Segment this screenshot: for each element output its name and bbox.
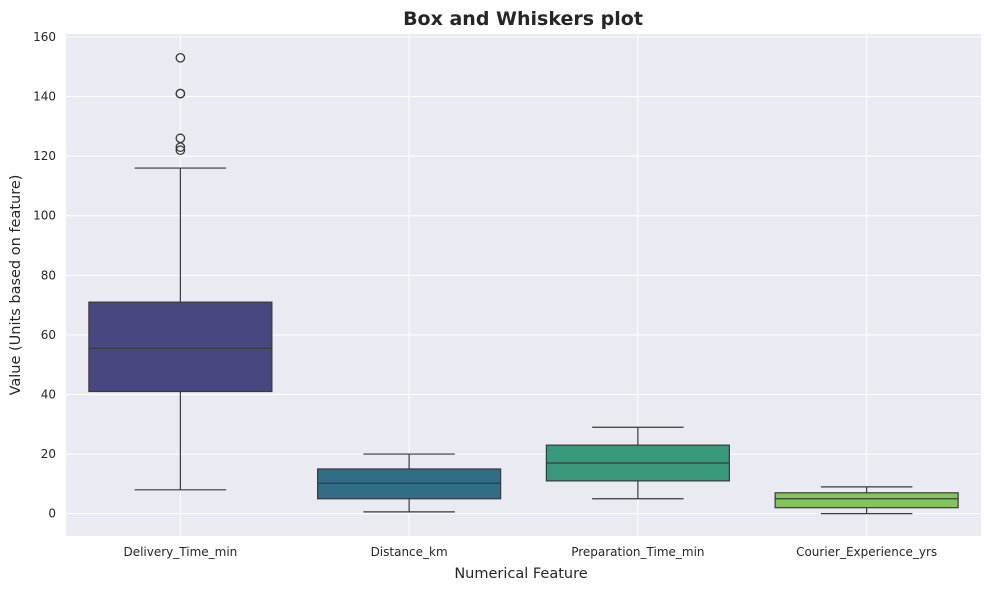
x-tick-label: Delivery_Time_min: [123, 545, 237, 559]
iqr-box: [774, 492, 959, 509]
x-axis-label: Numerical Feature: [454, 566, 587, 582]
outlier-point: [175, 145, 186, 156]
plot-area: [66, 34, 981, 536]
y-axis-label: Value (Units based on feature): [8, 175, 24, 396]
chart-title: Box and Whiskers plot: [403, 8, 643, 30]
y-tick-label: 40: [41, 387, 56, 401]
box-Courier_Experience_yrs: [774, 486, 959, 515]
grid-lines: [66, 34, 981, 536]
y-tick-label: 160: [33, 30, 56, 44]
y-tick-label: 60: [41, 328, 56, 342]
y-tick-label: 140: [33, 90, 56, 104]
y-tick-label: 0: [48, 507, 56, 521]
x-tick-label: Preparation_Time_min: [571, 545, 704, 559]
box-series: [88, 52, 959, 515]
x-tick-labels: Delivery_Time_min Distance_km Preparation_…: [123, 545, 937, 559]
box-Delivery_Time_min: [88, 52, 273, 491]
y-tick-label: 100: [33, 209, 56, 223]
box-Preparation_Time_min: [545, 426, 730, 500]
y-tick-labels: 0 20 40 60 80 100 120 140 160: [33, 30, 56, 521]
y-tick-label: 20: [41, 447, 56, 461]
box-Distance_km: [317, 453, 502, 513]
outlier-point: [175, 52, 186, 63]
y-tick-label: 120: [33, 149, 56, 163]
outlier-point: [175, 133, 186, 144]
x-tick-label: Courier_Experience_yrs: [796, 545, 937, 559]
x-tick-label: Distance_km: [371, 545, 448, 559]
outlier-point: [175, 88, 186, 99]
y-tick-label: 80: [41, 268, 56, 282]
iqr-box: [88, 301, 273, 393]
